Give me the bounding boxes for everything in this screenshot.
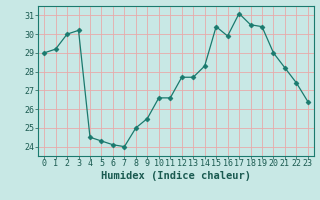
X-axis label: Humidex (Indice chaleur): Humidex (Indice chaleur) — [101, 171, 251, 181]
